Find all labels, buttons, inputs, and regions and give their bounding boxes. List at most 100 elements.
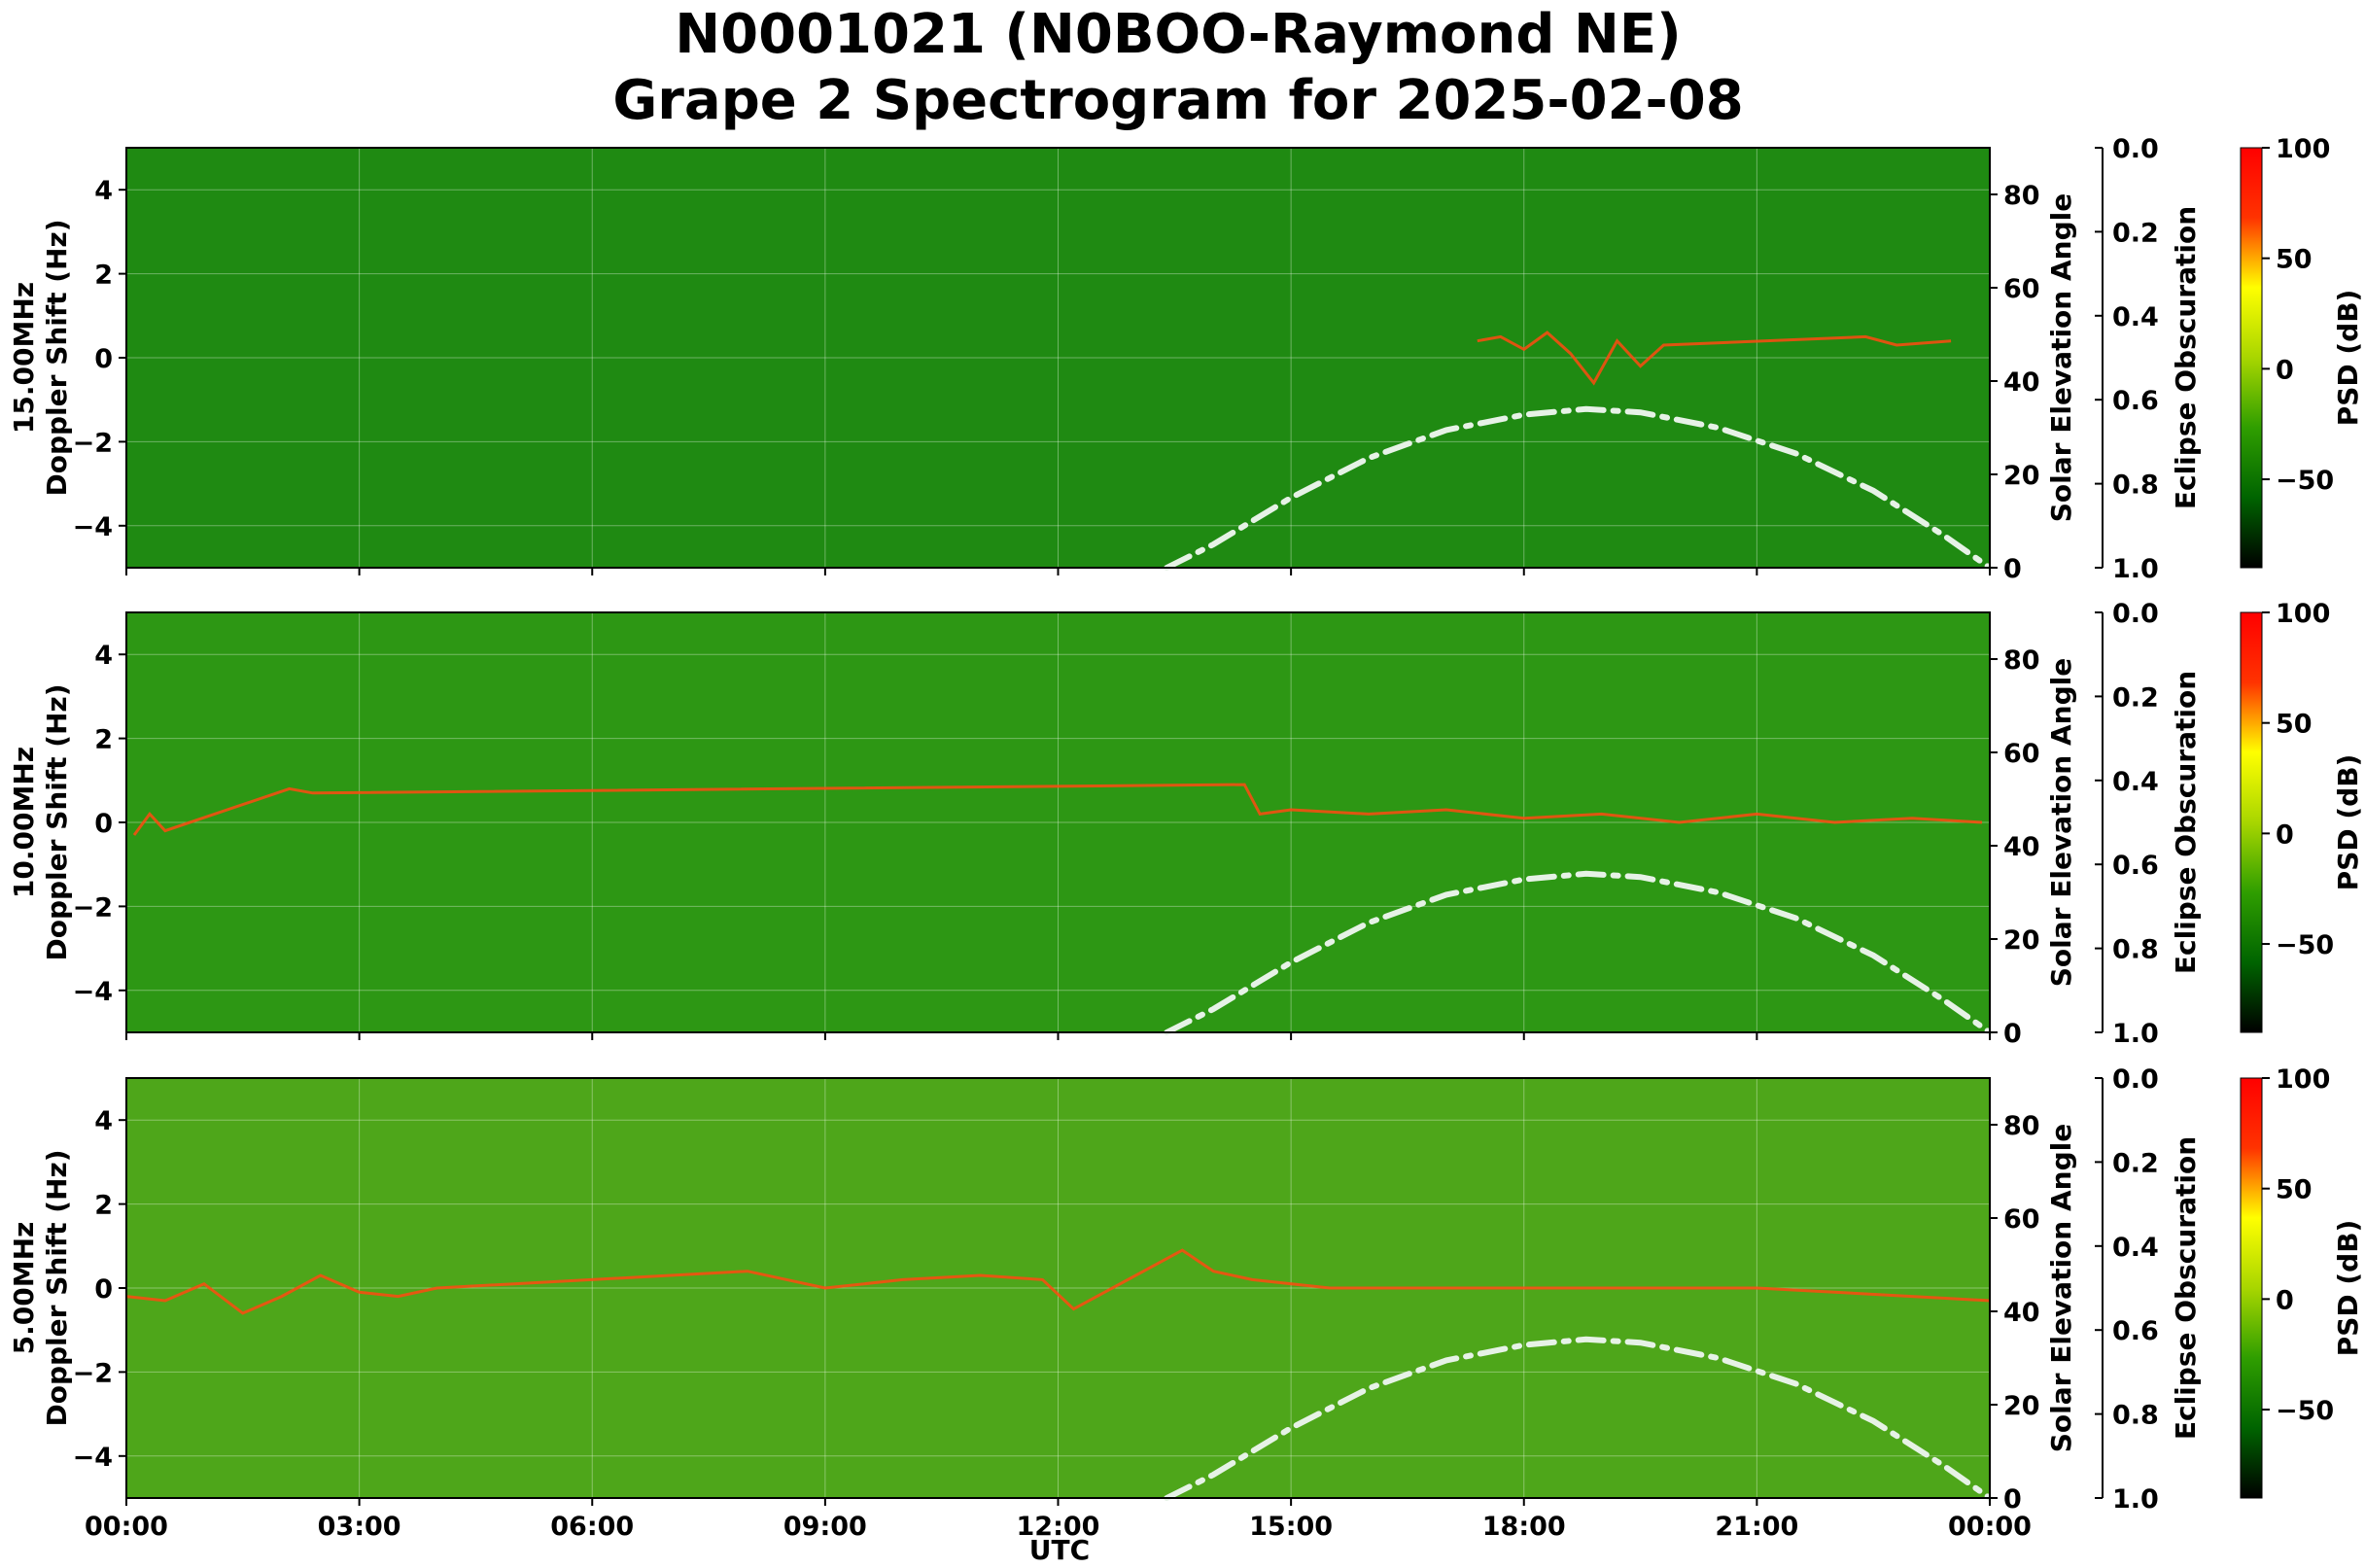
panel-0: 420−2−415.00MHzDoppler Shift (Hz)8060402…	[8, 134, 2364, 584]
colorbar-tick-label: 50	[2276, 1175, 2313, 1205]
colorbar	[2240, 1077, 2263, 1499]
doppler-trace	[132, 783, 1983, 836]
y-axis-label-doppler: Doppler Shift (Hz)	[41, 683, 73, 960]
y-tick-label: −4	[73, 977, 113, 1007]
doppler-trace	[125, 1248, 1991, 1315]
obscuration-tick-label: 0.6	[2112, 386, 2159, 416]
elevation-tick-label: 80	[2003, 181, 2040, 211]
y-tick-label: 0	[94, 1274, 113, 1305]
obscuration-tick-label: 0.4	[2112, 1233, 2159, 1263]
y-tick-label: 2	[94, 261, 113, 291]
y-axis-label-doppler: Doppler Shift (Hz)	[41, 219, 73, 496]
y-tick-label: 4	[94, 1106, 113, 1136]
obscuration-tick-label: 0.4	[2112, 302, 2159, 332]
obscuration-tick-label: 0.8	[2112, 935, 2159, 965]
spectrogram-background	[126, 148, 1990, 568]
colorbar	[2240, 611, 2263, 1033]
obscuration-tick-label: 0.0	[2112, 1064, 2159, 1095]
elevation-tick-label: 0	[2003, 554, 2022, 584]
x-tick-label: 21:00	[1715, 1512, 1798, 1542]
obscuration-tick-label: 0.8	[2112, 1401, 2159, 1431]
colorbar-tick-label: −50	[2276, 930, 2334, 960]
y-tick-label: 4	[94, 641, 113, 671]
y-axis-label-frequency: 15.00MHz	[8, 282, 40, 434]
elevation-tick-label: 0	[2003, 1484, 2022, 1515]
solar-elevation-curve	[1164, 405, 1993, 571]
solar-elevation-curve	[1164, 1336, 1993, 1501]
colorbar-tick-label: 0	[2276, 355, 2294, 385]
obscuration-tick-label: 1.0	[2112, 554, 2159, 584]
elevation-axis-label: Solar Elevation Angle	[2045, 658, 2077, 987]
x-tick-label: 18:00	[1482, 1512, 1566, 1542]
colorbar-tick-label: 100	[2276, 1064, 2330, 1095]
panels-group: 420−2−415.00MHzDoppler Shift (Hz)8060402…	[8, 134, 2364, 1542]
y-tick-label: 2	[94, 1191, 113, 1221]
elevation-tick-label: 40	[2003, 1298, 2040, 1328]
obscuration-tick-label: 0.8	[2112, 470, 2159, 501]
x-tick-label: 00:00	[1948, 1512, 2032, 1542]
elevation-axis-label: Solar Elevation Angle	[2045, 1124, 2077, 1452]
colorbar-label: PSD (dB)	[2332, 1220, 2364, 1357]
panel-2: 420−2−45.00MHzDoppler Shift (Hz)80604020…	[8, 1064, 2364, 1542]
obscuration-axis-label: Eclipse Obscuration	[2170, 206, 2202, 509]
colorbar-tick-label: 100	[2276, 599, 2330, 629]
colorbar-label: PSD (dB)	[2332, 754, 2364, 891]
solar-elevation-curve	[1164, 870, 1993, 1035]
panel-1: 420−2−410.00MHzDoppler Shift (Hz)8060402…	[8, 599, 2364, 1049]
obscuration-tick-label: 0.2	[2112, 1148, 2159, 1178]
x-tick-label: 15:00	[1249, 1512, 1333, 1542]
y-axis-label: 15.00MHzDoppler Shift (Hz)	[8, 219, 73, 496]
x-tick-label: 12:00	[1017, 1512, 1100, 1542]
y-axis-label-doppler: Doppler Shift (Hz)	[41, 1149, 73, 1426]
x-tick-label: 00:00	[85, 1512, 168, 1542]
colorbar-tick-label: 100	[2276, 134, 2330, 164]
colorbar-tick-label: 50	[2276, 710, 2313, 740]
elevation-tick-label: 20	[2003, 1391, 2040, 1421]
elevation-tick-label: 60	[2003, 1204, 2040, 1235]
elevation-tick-label: 60	[2003, 274, 2040, 304]
obscuration-axis-label: Eclipse Obscuration	[2170, 671, 2202, 974]
obscuration-tick-label: 0.4	[2112, 767, 2159, 797]
colorbar-tick-label: 50	[2276, 245, 2313, 275]
colorbar-label: PSD (dB)	[2332, 290, 2364, 427]
y-axis-label-frequency: 10.00MHz	[8, 747, 40, 898]
obscuration-tick-label: 0.0	[2112, 599, 2159, 629]
obscuration-tick-label: 0.2	[2112, 682, 2159, 713]
y-tick-label: −2	[73, 428, 113, 458]
y-tick-label: 0	[94, 809, 113, 839]
y-tick-label: −4	[73, 1443, 113, 1473]
chart-title-line2: Grape 2 Spectrogram for 2025-02-08	[612, 69, 1743, 132]
obscuration-tick-label: 0.6	[2112, 1316, 2159, 1346]
obscuration-tick-label: 0.2	[2112, 218, 2159, 248]
colorbar-tick-label: −50	[2276, 1396, 2334, 1426]
chart-title-line1: N0001021 (N0BOO-Raymond NE)	[675, 3, 1681, 66]
y-axis-label: 10.00MHzDoppler Shift (Hz)	[8, 683, 73, 960]
x-axis-label: UTC	[1029, 1534, 1090, 1566]
y-axis-label: 5.00MHzDoppler Shift (Hz)	[8, 1149, 73, 1426]
y-tick-label: −2	[73, 1358, 113, 1388]
x-tick-label: 06:00	[550, 1512, 634, 1542]
y-tick-label: −4	[73, 512, 113, 542]
elevation-tick-label: 0	[2003, 1019, 2022, 1049]
elevation-tick-label: 20	[2003, 461, 2040, 491]
y-tick-label: 2	[94, 725, 113, 755]
elevation-tick-label: 20	[2003, 925, 2040, 956]
colorbar-tick-label: 0	[2276, 1285, 2294, 1315]
obscuration-tick-label: 1.0	[2112, 1484, 2159, 1515]
elevation-tick-label: 40	[2003, 832, 2040, 862]
elevation-tick-label: 40	[2003, 367, 2040, 398]
x-tick-label: 03:00	[318, 1512, 401, 1542]
y-tick-label: 0	[94, 344, 113, 374]
y-axis-label-frequency: 5.00MHz	[8, 1222, 40, 1355]
x-tick-label: 09:00	[783, 1512, 867, 1542]
y-tick-label: 4	[94, 176, 113, 206]
elevation-tick-label: 80	[2003, 1111, 2040, 1141]
obscuration-tick-label: 0.0	[2112, 134, 2159, 164]
obscuration-tick-label: 1.0	[2112, 1019, 2159, 1049]
colorbar	[2240, 147, 2263, 569]
obscuration-tick-label: 0.6	[2112, 851, 2159, 881]
obscuration-axis-label: Eclipse Obscuration	[2170, 1136, 2202, 1440]
elevation-axis-label: Solar Elevation Angle	[2045, 193, 2077, 522]
elevation-tick-label: 80	[2003, 645, 2040, 676]
